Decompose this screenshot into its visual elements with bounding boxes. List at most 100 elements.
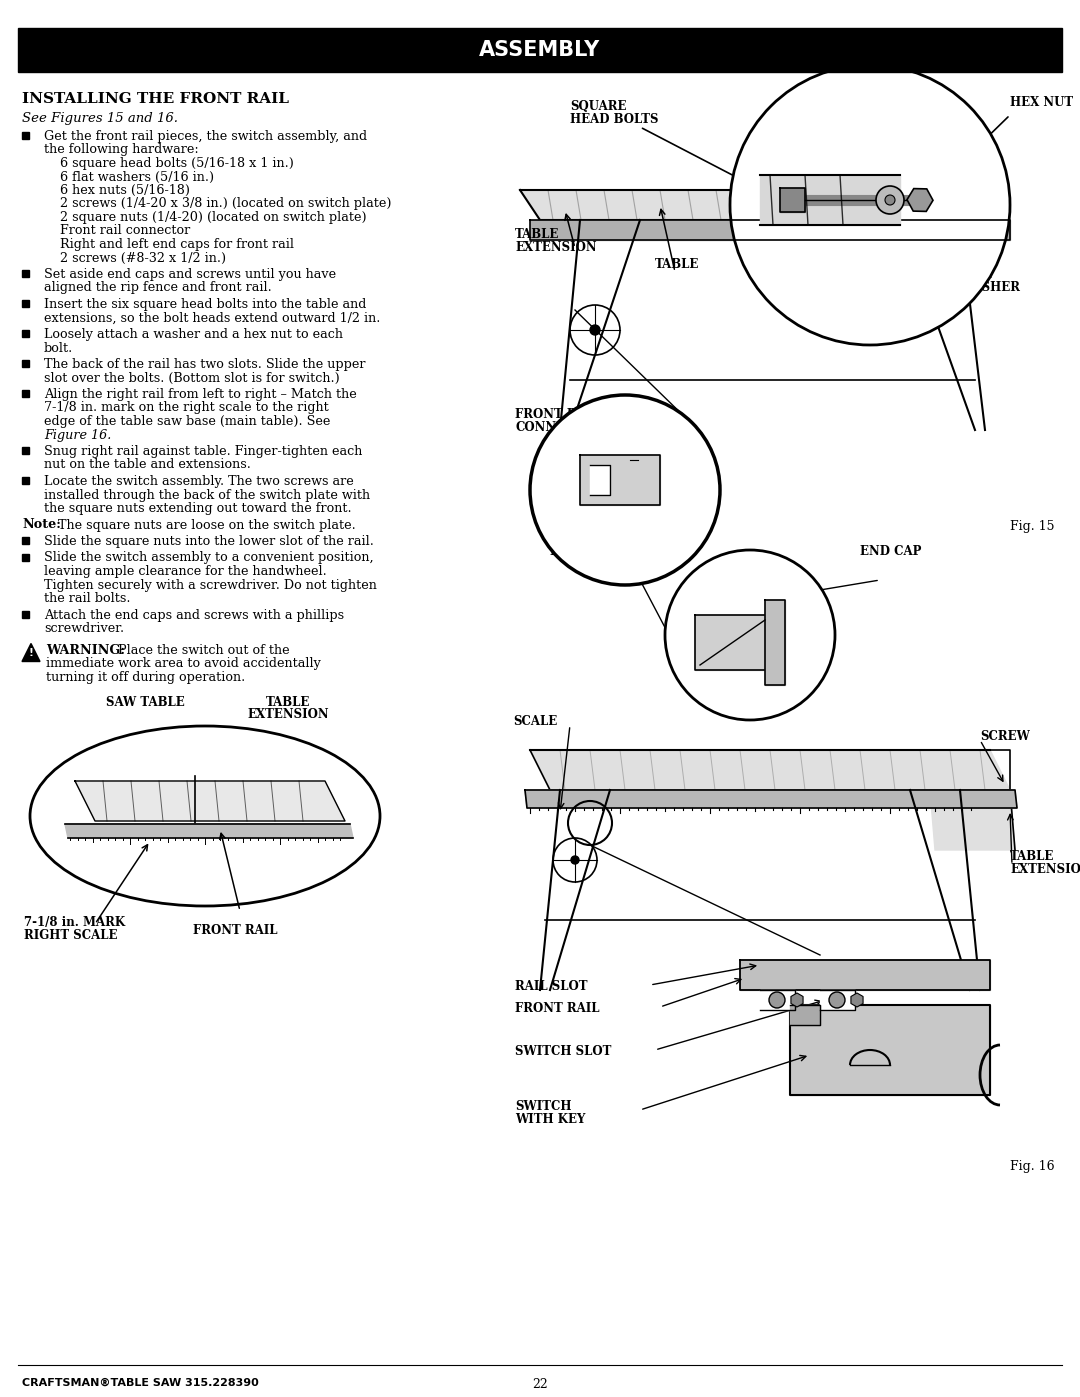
Text: 2 screws (#8-32 x 1/2 in.): 2 screws (#8-32 x 1/2 in.): [60, 251, 226, 264]
Text: Align the right rail from left to right – Match the: Align the right rail from left to right …: [44, 388, 356, 401]
Text: Get the front rail pieces, the switch assembly, and: Get the front rail pieces, the switch as…: [44, 130, 367, 142]
Bar: [22, 360, 29, 367]
Text: SCREW: SCREW: [980, 731, 1030, 743]
Bar: [22, 330, 29, 337]
Text: 7-1/8 in. MARK: 7-1/8 in. MARK: [24, 916, 125, 929]
Polygon shape: [760, 990, 795, 1010]
Text: leaving ample clearance for the handwheel.: leaving ample clearance for the handwhee…: [44, 564, 327, 578]
Text: WITH KEY: WITH KEY: [515, 1113, 585, 1126]
Text: the rail bolts.: the rail bolts.: [44, 592, 131, 605]
Text: Right and left end caps for front rail: Right and left end caps for front rail: [60, 237, 294, 251]
Text: Tighten securely with a screwdriver. Do not tighten: Tighten securely with a screwdriver. Do …: [44, 578, 377, 591]
Text: 6 hex nuts (5/16-18): 6 hex nuts (5/16-18): [60, 184, 190, 197]
Text: 7-1/8 in. mark on the right scale to the right: 7-1/8 in. mark on the right scale to the…: [44, 401, 328, 415]
Text: CONNECTOR: CONNECTOR: [515, 420, 604, 434]
Text: RAIL SLOT: RAIL SLOT: [515, 981, 588, 993]
Text: Insert the six square head bolts into the table and: Insert the six square head bolts into th…: [44, 298, 366, 312]
Text: CRAFTSMAN®TABLE SAW 315.228390: CRAFTSMAN®TABLE SAW 315.228390: [22, 1377, 259, 1389]
Text: Place the switch out of the: Place the switch out of the: [114, 644, 289, 657]
Text: Attach the end caps and screws with a phillips: Attach the end caps and screws with a ph…: [44, 609, 345, 622]
Text: 6 flat washers (5/16 in.): 6 flat washers (5/16 in.): [60, 170, 214, 183]
Circle shape: [876, 186, 904, 214]
Text: TABLE: TABLE: [515, 228, 559, 242]
Text: bolt.: bolt.: [44, 341, 73, 355]
Circle shape: [571, 856, 579, 863]
Text: Locate the switch assembly. The two screws are: Locate the switch assembly. The two scre…: [44, 475, 354, 488]
Text: See Figures 15 and 16.: See Figures 15 and 16.: [22, 112, 178, 124]
Polygon shape: [930, 789, 1015, 849]
Polygon shape: [530, 750, 1010, 789]
Text: !: !: [28, 648, 33, 658]
Text: WARNING:: WARNING:: [46, 644, 125, 657]
Text: EXTENSION: EXTENSION: [247, 708, 328, 721]
Text: The back of the rail has two slots. Slide the upper: The back of the rail has two slots. Slid…: [44, 358, 365, 372]
Text: Note:: Note:: [22, 518, 60, 531]
Bar: [22, 447, 29, 454]
Polygon shape: [765, 599, 785, 685]
Text: HEAD BOLTS: HEAD BOLTS: [570, 113, 659, 126]
Bar: [22, 300, 29, 307]
Text: EXTENSION: EXTENSION: [1010, 863, 1080, 876]
Text: FRONT RAIL: FRONT RAIL: [515, 408, 599, 420]
Text: installed through the back of the switch plate with: installed through the back of the switch…: [44, 489, 370, 502]
Text: FLAT: FLAT: [960, 268, 994, 281]
Text: TABLE: TABLE: [1010, 849, 1054, 863]
Text: SAW TABLE: SAW TABLE: [106, 696, 185, 710]
Circle shape: [885, 196, 895, 205]
Text: 6 square head bolts (5/16-18 x 1 in.): 6 square head bolts (5/16-18 x 1 in.): [60, 156, 294, 170]
Bar: [22, 270, 29, 277]
Polygon shape: [820, 990, 855, 1010]
Text: nut on the table and extensions.: nut on the table and extensions.: [44, 458, 251, 472]
Text: 2 square nuts (1/4-20) (located on switch plate): 2 square nuts (1/4-20) (located on switc…: [60, 211, 366, 224]
Circle shape: [829, 992, 845, 1009]
Bar: [22, 610, 29, 617]
Text: Fig. 15: Fig. 15: [1011, 520, 1055, 534]
Text: 2 screws (1/4-20 x 3/8 in.) (located on switch plate): 2 screws (1/4-20 x 3/8 in.) (located on …: [60, 197, 391, 211]
Text: aligned the rip fence and front rail.: aligned the rip fence and front rail.: [44, 282, 272, 295]
Text: EXTENSION: EXTENSION: [515, 242, 596, 254]
Circle shape: [590, 326, 600, 335]
Bar: [22, 553, 29, 560]
Polygon shape: [530, 219, 1010, 240]
Text: Slide the switch assembly to a convenient position,: Slide the switch assembly to a convenien…: [44, 552, 374, 564]
Text: Set aside end caps and screws until you have: Set aside end caps and screws until you …: [44, 268, 336, 281]
Text: FRONT RAIL: FRONT RAIL: [515, 1002, 599, 1016]
Circle shape: [730, 66, 1010, 345]
Circle shape: [665, 550, 835, 719]
Bar: [22, 131, 29, 138]
Circle shape: [530, 395, 720, 585]
Text: Slide the square nuts into the lower slot of the rail.: Slide the square nuts into the lower slo…: [44, 535, 374, 548]
Bar: [22, 536, 29, 543]
Polygon shape: [740, 960, 990, 990]
Text: Snug right rail against table. Finger-tighten each: Snug right rail against table. Finger-ti…: [44, 446, 363, 458]
Text: INSTALLING THE FRONT RAIL: INSTALLING THE FRONT RAIL: [22, 92, 289, 106]
Text: RIGHT SCALE: RIGHT SCALE: [24, 929, 118, 942]
Text: Front rail connector: Front rail connector: [60, 225, 190, 237]
Polygon shape: [65, 824, 353, 838]
Text: HEX NUT: HEX NUT: [1010, 96, 1074, 109]
Polygon shape: [22, 644, 40, 662]
Polygon shape: [780, 189, 805, 212]
Text: SWITCH: SWITCH: [515, 1099, 571, 1113]
Polygon shape: [525, 789, 1017, 807]
Polygon shape: [75, 781, 345, 821]
Text: immediate work area to avoid accidentally: immediate work area to avoid accidentall…: [46, 657, 321, 671]
Text: the following hardware:: the following hardware:: [44, 144, 199, 156]
Text: The square nuts are loose on the switch plate.: The square nuts are loose on the switch …: [58, 518, 355, 531]
Polygon shape: [590, 465, 610, 495]
Text: SQUARE: SQUARE: [570, 101, 626, 113]
Text: FRONT RAIL: FRONT RAIL: [550, 545, 635, 557]
Text: screwdriver.: screwdriver.: [44, 622, 124, 636]
Polygon shape: [789, 1004, 990, 1095]
Text: turning it off during operation.: turning it off during operation.: [46, 671, 245, 683]
Bar: [18, 28, 1062, 73]
Circle shape: [769, 992, 785, 1009]
Text: WASHER: WASHER: [960, 281, 1020, 293]
Text: SCALE: SCALE: [513, 715, 557, 728]
Bar: [22, 390, 29, 397]
Polygon shape: [696, 615, 770, 671]
Text: 22: 22: [532, 1377, 548, 1391]
Text: extensions, so the bolt heads extend outward 1/2 in.: extensions, so the bolt heads extend out…: [44, 312, 380, 324]
Text: edge of the table saw base (main table). See: edge of the table saw base (main table).…: [44, 415, 330, 427]
Text: slot over the bolts. (Bottom slot is for switch.): slot over the bolts. (Bottom slot is for…: [44, 372, 340, 384]
